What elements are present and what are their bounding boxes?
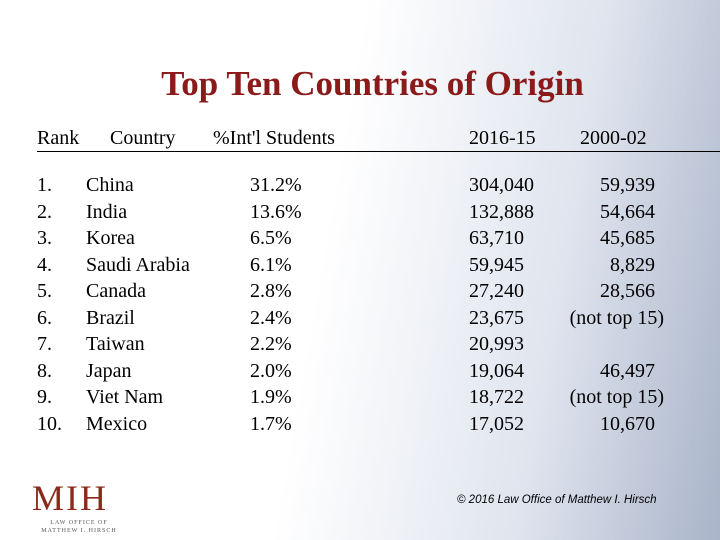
column-header: 2016-15 xyxy=(469,127,536,149)
table-cell: 6.5% xyxy=(250,227,292,249)
table-cell: 6.1% xyxy=(250,253,292,276)
table-cell: 59,945 xyxy=(469,253,524,276)
table-cell: 10,670 xyxy=(600,412,655,435)
table-cell: 10. xyxy=(37,412,62,435)
table-cell: Mexico xyxy=(86,412,148,435)
table-cell: 8. xyxy=(37,359,52,382)
table-cell: 2.0% xyxy=(250,359,292,382)
table-cell: Saudi Arabia xyxy=(86,253,190,276)
table-cell: Brazil xyxy=(86,306,135,329)
column-header: 2000-02 xyxy=(580,127,647,149)
logo-text: LAW OFFICE OF xyxy=(50,520,108,526)
column-header: %Int'l Students xyxy=(213,127,335,149)
table-cell: 9. xyxy=(37,386,52,408)
table-cell: 19,064 xyxy=(469,359,524,382)
table-cell: 1.9% xyxy=(250,386,292,408)
table-cell: 304,040 xyxy=(469,174,534,196)
table-cell: 54,664 xyxy=(600,200,655,223)
table-cell: 27,240 xyxy=(469,280,524,302)
table-cell: 45,685 xyxy=(600,227,655,249)
table-cell: 2.8% xyxy=(250,280,292,302)
table-cell: 2.4% xyxy=(250,306,292,329)
table-cell: (not top 15) xyxy=(569,306,664,329)
title: Top Ten Countries of Origin xyxy=(161,64,584,103)
table-cell: 2. xyxy=(37,200,52,223)
table-cell: Canada xyxy=(86,280,146,302)
table-cell: (not top 15) xyxy=(569,386,664,408)
table-cell: 2.2% xyxy=(250,333,292,355)
table-cell: Korea xyxy=(86,227,135,249)
table-cell: 31.2% xyxy=(250,174,302,196)
table-cell: 6. xyxy=(37,306,52,329)
table-cell: 3. xyxy=(37,227,52,249)
table-cell: 132,888 xyxy=(469,200,534,223)
table-cell: 17,052 xyxy=(469,412,524,435)
table-cell: China xyxy=(86,174,134,196)
copyright: © 2016 Law Office of Matthew I. Hirsch xyxy=(457,494,657,506)
logo-text: MATTHEW I. HIRSCH xyxy=(41,528,117,534)
table-cell: 1. xyxy=(37,174,52,196)
table-cell: 18,722 xyxy=(469,386,524,408)
logo: MIH LAW OFFICE OF MATTHEW I. HIRSCH xyxy=(18,465,138,540)
table-cell: 46,497 xyxy=(600,359,655,382)
table-cell: 20,993 xyxy=(469,333,524,355)
column-header: Country xyxy=(110,127,176,149)
header-rule xyxy=(37,151,720,152)
table-cell: 28,566 xyxy=(600,280,655,302)
table-cell: 59,939 xyxy=(600,174,655,196)
table-cell: Taiwan xyxy=(86,333,145,355)
table-cell: 7. xyxy=(37,333,52,355)
table-cell: 1.7% xyxy=(250,412,292,435)
table-cell: 4. xyxy=(37,253,52,276)
table-cell: 5. xyxy=(37,280,52,302)
table-cell: 23,675 xyxy=(469,306,524,329)
column-header: Rank xyxy=(37,127,80,149)
table-cell: 13.6% xyxy=(250,200,302,223)
table-cell: 63,710 xyxy=(469,227,524,249)
table-cell: Viet Nam xyxy=(86,386,164,408)
table-cell: Japan xyxy=(86,359,132,382)
table-cell: India xyxy=(86,200,128,223)
table-cell: 8,829 xyxy=(610,253,655,276)
logo-mark: MIH xyxy=(32,478,108,518)
